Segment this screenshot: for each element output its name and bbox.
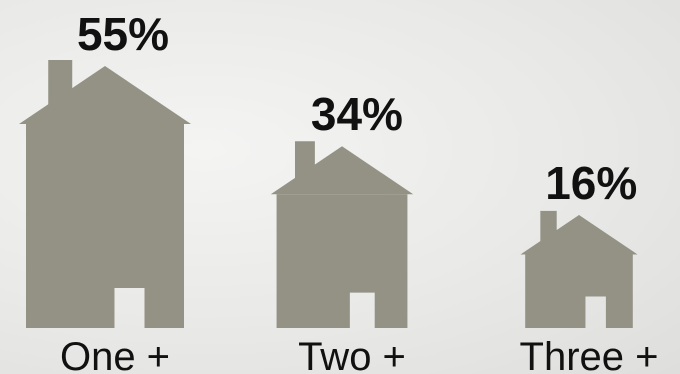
category-label: Three + (520, 335, 659, 374)
value-labels: 55% 34% 16% (77, 8, 637, 209)
house-roof (270, 146, 414, 195)
category-label: Two + (298, 335, 406, 374)
value-label: 55% (77, 8, 169, 60)
house-bar-1 (19, 60, 191, 328)
house-body (525, 254, 633, 328)
house-bars (19, 60, 638, 328)
house-body (276, 194, 408, 328)
house-body (26, 124, 184, 328)
house-roof (19, 66, 191, 124)
value-label: 16% (545, 157, 637, 209)
value-label: 34% (311, 88, 403, 140)
house-roof (520, 214, 638, 255)
house-bar-3 (520, 210, 638, 328)
category-label: One + (60, 335, 170, 374)
house-bar-2 (270, 141, 414, 328)
category-labels: One + Two + Three + (60, 335, 659, 374)
